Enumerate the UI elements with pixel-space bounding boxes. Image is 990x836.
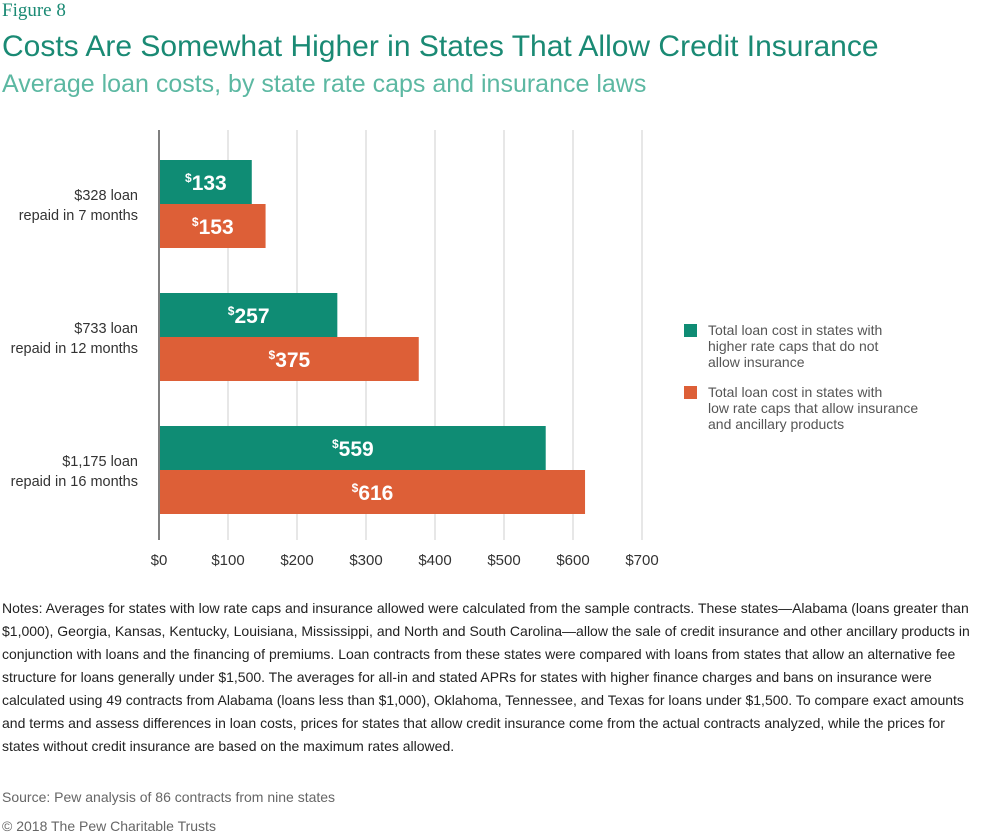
bar-value-label: $133 bbox=[185, 171, 227, 195]
category-label: $733 loan repaid in 12 months bbox=[11, 321, 138, 357]
bar-value-label: $153 bbox=[192, 215, 234, 239]
chart-subtitle: Average loan costs, by state rate caps a… bbox=[2, 70, 647, 98]
category-label: $1,175 loan repaid in 16 months bbox=[11, 454, 138, 490]
bar-value-label: $257 bbox=[228, 304, 270, 328]
x-tick-label: $600 bbox=[556, 552, 589, 569]
bar bbox=[160, 337, 419, 381]
bar-chart: $0 $100 $200 $300 $400 $500 $600 $700 $328 loan r… bbox=[11, 130, 659, 569]
bar-value-label: $375 bbox=[269, 348, 311, 372]
bar bbox=[160, 293, 338, 337]
bar bbox=[160, 470, 586, 514]
legend-swatch-teal bbox=[684, 324, 697, 337]
bar bbox=[160, 160, 252, 204]
figure-label: Figure 8 bbox=[2, 0, 66, 21]
x-tick-label: $300 bbox=[349, 552, 382, 569]
legend-swatch-orange bbox=[684, 386, 697, 399]
bar-value-label: $559 bbox=[332, 437, 374, 461]
x-tick-label: $700 bbox=[625, 552, 658, 569]
legend-label: Total loan cost in states with low rate … bbox=[708, 384, 919, 432]
x-tick-label: $0 bbox=[151, 552, 168, 569]
bar-value-label: $616 bbox=[352, 481, 394, 505]
bar bbox=[160, 204, 266, 248]
source-line: Source: Pew analysis of 86 contracts fro… bbox=[2, 789, 336, 805]
chart-title: Costs Are Somewhat Higher in States That… bbox=[2, 30, 879, 63]
legend-label: Total loan cost in states with higher ra… bbox=[708, 322, 883, 370]
category-label: $328 loan repaid in 7 months bbox=[19, 188, 138, 224]
x-tick-label: $200 bbox=[280, 552, 313, 569]
x-tick-label: $100 bbox=[211, 552, 244, 569]
bar bbox=[160, 426, 546, 470]
copyright: © 2018 The Pew Charitable Trusts bbox=[2, 818, 216, 834]
x-tick-label: $500 bbox=[487, 552, 520, 569]
notes: Notes: Averages for states with low rate… bbox=[2, 600, 970, 754]
x-tick-label: $400 bbox=[418, 552, 451, 569]
